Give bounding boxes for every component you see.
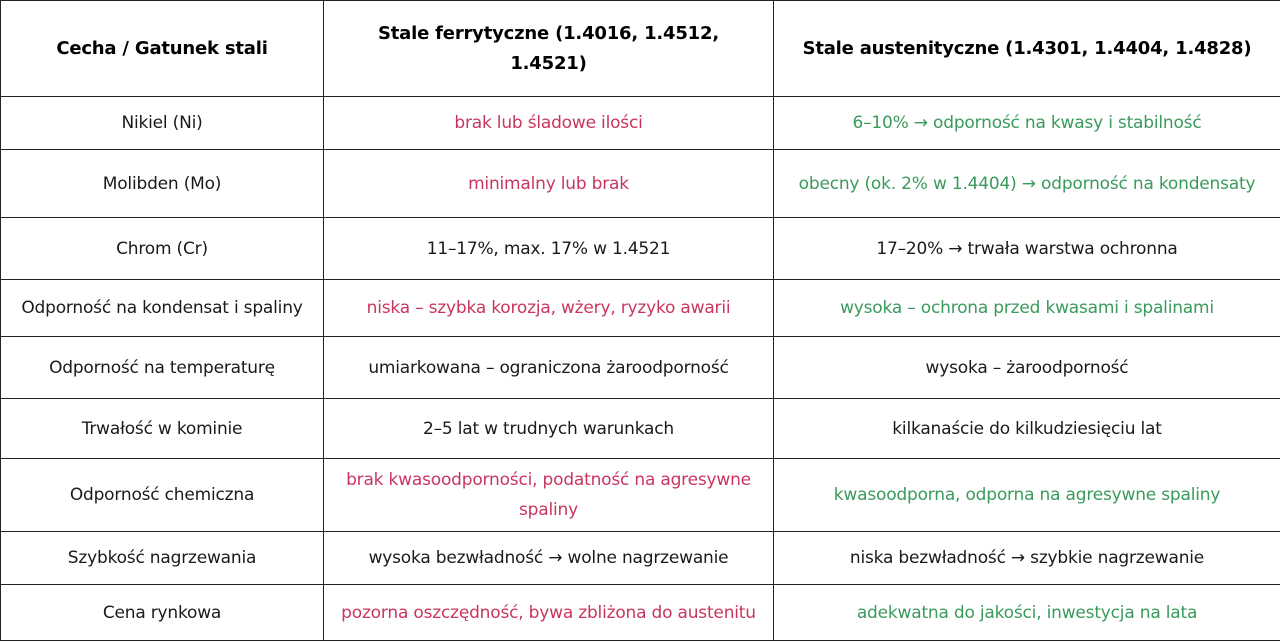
ferritic-cell: 11–17%, max. 17% w 1.4521	[324, 218, 774, 280]
ferritic-cell: brak lub śladowe ilości	[324, 97, 774, 150]
austenitic-cell: wysoka – ochrona przed kwasami i spalina…	[774, 280, 1280, 337]
ferritic-cell: minimalny lub brak	[324, 150, 774, 218]
feature-cell: Molibden (Mo)	[1, 150, 324, 218]
austenitic-cell: obecny (ok. 2% w 1.4404) → odporność na …	[774, 150, 1280, 218]
feature-cell: Odporność chemiczna	[1, 459, 324, 532]
ferritic-cell: 2–5 lat w trudnych warunkach	[324, 399, 774, 459]
ferritic-cell: niska – szybka korozja, wżery, ryzyko aw…	[324, 280, 774, 337]
austenitic-cell: 17–20% → trwała warstwa ochronna	[774, 218, 1280, 280]
header-row: Cecha / Gatunek stali Stale ferrytyczne …	[1, 1, 1280, 97]
austenitic-cell: kwasoodporna, odporna na agresywne spali…	[774, 459, 1280, 532]
table-row: Szybkość nagrzewania wysoka bezwładność …	[1, 532, 1280, 585]
table-row: Molibden (Mo) minimalny lub brak obecny …	[1, 150, 1280, 218]
ferritic-cell: brak kwasoodporności, podatność na agres…	[324, 459, 774, 532]
austenitic-cell: adekwatna do jakości, inwestycja na lata	[774, 585, 1280, 641]
table-row: Chrom (Cr) 11–17%, max. 17% w 1.4521 17–…	[1, 218, 1280, 280]
feature-cell: Odporność na temperaturę	[1, 337, 324, 399]
feature-cell: Trwałość w kominie	[1, 399, 324, 459]
ferritic-cell: pozorna oszczędność, bywa zbliżona do au…	[324, 585, 774, 641]
header-feature: Cecha / Gatunek stali	[1, 1, 324, 97]
table-row: Odporność chemiczna brak kwasoodporności…	[1, 459, 1280, 532]
austenitic-cell: wysoka – żaroodporność	[774, 337, 1280, 399]
table-row: Trwałość w kominie 2–5 lat w trudnych wa…	[1, 399, 1280, 459]
table-row: Odporność na kondensat i spaliny niska –…	[1, 280, 1280, 337]
header-ferritic: Stale ferrytyczne (1.4016, 1.4512, 1.452…	[324, 1, 774, 97]
feature-cell: Chrom (Cr)	[1, 218, 324, 280]
austenitic-cell: kilkanaście do kilkudziesięciu lat	[774, 399, 1280, 459]
austenitic-cell: niska bezwładność → szybkie nagrzewanie	[774, 532, 1280, 585]
header-austenitic: Stale austenityczne (1.4301, 1.4404, 1.4…	[774, 1, 1280, 97]
austenitic-cell: 6–10% → odporność na kwasy i stabilność	[774, 97, 1280, 150]
feature-cell: Szybkość nagrzewania	[1, 532, 324, 585]
ferritic-cell: umiarkowana – ograniczona żaroodporność	[324, 337, 774, 399]
feature-cell: Cena rynkowa	[1, 585, 324, 641]
feature-cell: Odporność na kondensat i spaliny	[1, 280, 324, 337]
table-row: Cena rynkowa pozorna oszczędność, bywa z…	[1, 585, 1280, 641]
ferritic-cell: wysoka bezwładność → wolne nagrzewanie	[324, 532, 774, 585]
feature-cell: Nikiel (Ni)	[1, 97, 324, 150]
table-row: Nikiel (Ni) brak lub śladowe ilości 6–10…	[1, 97, 1280, 150]
table-row: Odporność na temperaturę umiarkowana – o…	[1, 337, 1280, 399]
